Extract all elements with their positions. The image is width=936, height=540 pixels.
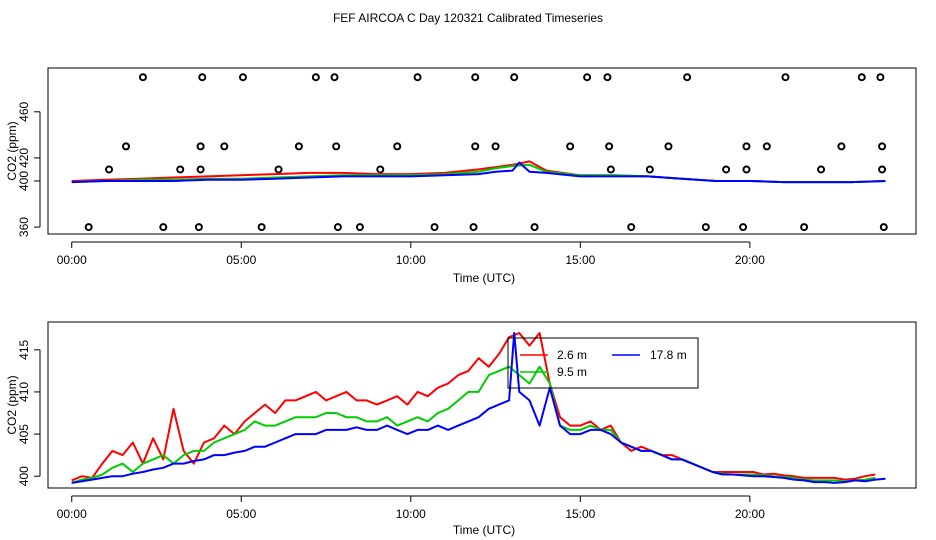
bottom-x-tick-label: 10:00 [396, 507, 426, 521]
top-calibration-point [393, 142, 402, 151]
top-calibration-point [878, 142, 887, 151]
top-calibration-point [196, 142, 205, 151]
top-calibration-point [469, 223, 478, 232]
top-calibration-point [530, 223, 539, 232]
top-calibration-point [603, 73, 612, 82]
top-calibration-point [159, 223, 168, 232]
bottom-series-lines [71, 332, 886, 484]
bottom-y-axis-label: CO2 (ppm) [5, 375, 19, 434]
legend-label-17.8m: 17.8 m [650, 348, 687, 362]
top-calibration-point [739, 223, 748, 232]
bottom-x-tick-label: 00:00 [57, 507, 87, 521]
top-x-tick-label: 10:00 [396, 253, 426, 267]
top-calibration-point [566, 142, 575, 151]
top-calibration-point [84, 223, 93, 232]
top-calibration-point [606, 165, 615, 174]
top-calibration-point [781, 73, 790, 82]
top-x-tick-label: 20:00 [735, 253, 765, 267]
top-calibration-point [274, 165, 283, 174]
top-calibration-point [701, 223, 710, 232]
top-calibration-point [491, 142, 500, 151]
chart-title: FEF AIRCOA C Day 120321 Calibrated Times… [333, 11, 603, 25]
top-calibration-point [762, 142, 771, 151]
bottom-series-2.6m [71, 332, 876, 482]
top-calibration-point [664, 142, 673, 151]
top-calibration-point [471, 73, 480, 82]
top-calibration-point [121, 142, 130, 151]
bottom-series-9.5m [71, 365, 876, 484]
bottom-x-tick-label: 15:00 [565, 507, 595, 521]
top-y-tick-label: 420 [17, 148, 31, 168]
top-calibration-point [238, 73, 247, 82]
top-x-tick-label: 00:00 [57, 253, 87, 267]
top-calibration-point [176, 165, 185, 174]
top-x-tick-label: 05:00 [226, 253, 256, 267]
bottom-y-tick-label: 415 [17, 339, 31, 359]
top-calibration-point [879, 223, 888, 232]
legend-label-9.5m: 9.5 m [557, 365, 587, 379]
top-panel: 00:00 05:00 10:00 15:00 20:00 360 400 420 460 Ti… [5, 67, 917, 285]
top-calibration-point [257, 223, 266, 232]
bottom-axes: 00:00 05:00 10:00 15:00 20:00 400 405 410 415 [17, 339, 765, 521]
top-calibration-point [194, 223, 203, 232]
bottom-x-axis-label: Time (UTC) [453, 523, 515, 537]
top-calibration-point [817, 165, 826, 174]
top-x-tick-label: 15:00 [565, 253, 595, 267]
top-calibration-point [510, 73, 519, 82]
top-calibration-point [376, 165, 385, 174]
bottom-series-17.8m [71, 332, 886, 484]
top-series-lines [71, 160, 886, 184]
legend: 2.6 m 17.8 m 9.5 m [507, 337, 699, 389]
top-axes: 00:00 05:00 10:00 15:00 20:00 360 400 420 460 [17, 101, 765, 267]
top-calibration-points [84, 73, 888, 232]
bottom-y-tick-label: 410 [17, 382, 31, 402]
top-plot-frame [47, 67, 917, 235]
top-y-tick-label: 360 [17, 217, 31, 237]
legend-box [507, 337, 699, 389]
top-calibration-point [583, 73, 592, 82]
top-calibration-point [471, 142, 480, 151]
top-calibration-point [722, 165, 731, 174]
top-calibration-point [311, 73, 320, 82]
top-calibration-point [876, 73, 885, 82]
bottom-panel: 00:00 05:00 10:00 15:00 20:00 400 405 410 415 2.… [5, 321, 917, 537]
top-calibration-point [645, 165, 654, 174]
top-y-tick-label: 460 [17, 101, 31, 121]
top-calibration-point [330, 73, 339, 82]
top-calibration-point [857, 73, 866, 82]
legend-label-2.6m: 2.6 m [557, 348, 587, 362]
top-calibration-point [196, 165, 205, 174]
top-calibration-point [430, 223, 439, 232]
top-calibration-point [878, 165, 887, 174]
top-calibration-point [627, 223, 636, 232]
top-calibration-point [742, 142, 751, 151]
top-calibration-point [683, 73, 692, 82]
top-calibration-point [742, 165, 751, 174]
top-calibration-point [294, 142, 303, 151]
top-calibration-point [800, 223, 809, 232]
bottom-x-tick-label: 20:00 [735, 507, 765, 521]
top-calibration-point [138, 73, 147, 82]
bottom-plot-frame [47, 321, 917, 489]
top-calibration-point [198, 73, 207, 82]
top-calibration-point [220, 142, 229, 151]
top-y-axis-label: CO2 (ppm) [5, 121, 19, 180]
top-calibration-point [332, 142, 341, 151]
bottom-y-tick-label: 400 [17, 466, 31, 486]
bottom-x-tick-label: 05:00 [226, 507, 256, 521]
top-series-17.8m [71, 161, 886, 184]
top-calibration-point [355, 223, 364, 232]
top-calibration-point [605, 142, 614, 151]
top-x-axis-label: Time (UTC) [453, 271, 515, 285]
top-calibration-point [333, 223, 342, 232]
top-calibration-point [413, 73, 422, 82]
top-calibration-point [837, 142, 846, 151]
top-y-tick-label: 400 [17, 171, 31, 191]
bottom-y-tick-label: 405 [17, 424, 31, 444]
top-calibration-point [105, 165, 114, 174]
